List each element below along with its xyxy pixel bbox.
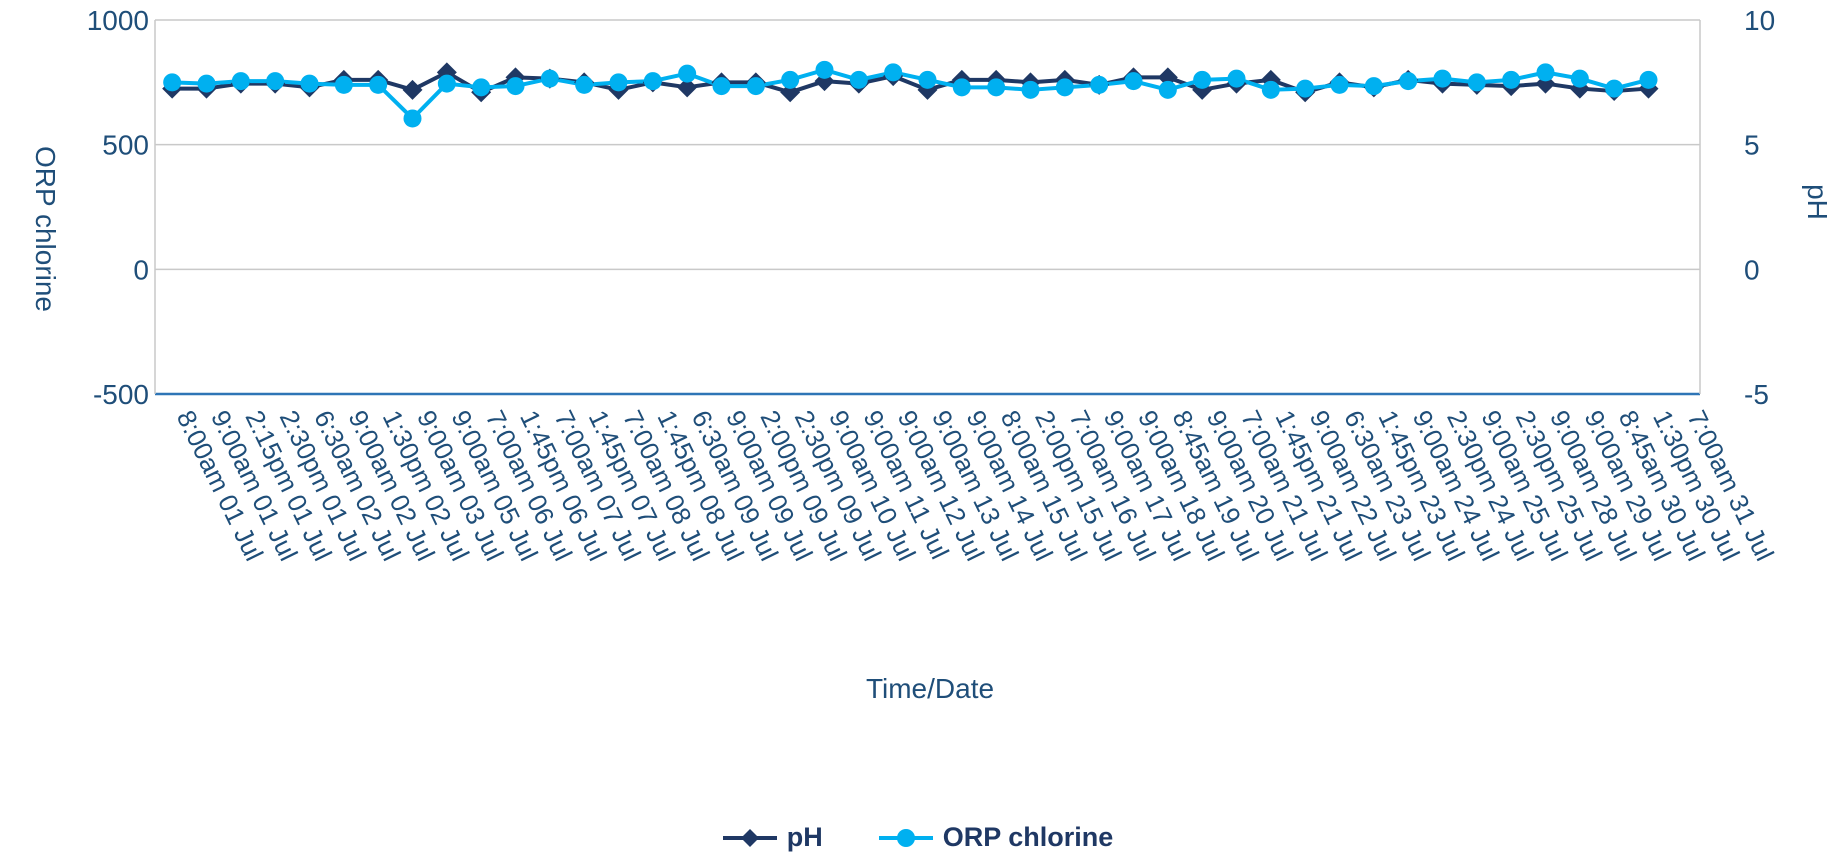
orp-point [506,77,525,96]
legend-label-ph: pH [786,822,823,852]
orp-point [1570,69,1589,88]
orp-point [781,70,800,89]
legend-label-orp: ORP chlorine [942,822,1114,852]
orp-point [746,77,765,96]
orp-point [1536,63,1555,82]
orp-point [1193,70,1212,89]
orp-point [334,75,353,94]
legend: pH ORP chlorine [0,822,1836,853]
orp-point [1364,77,1383,96]
diamond-marker-icon [722,828,777,847]
orp-point [609,73,628,92]
orp-point [575,75,594,94]
orp-point [1399,72,1418,91]
orp-point [266,72,285,91]
orp-point [849,70,868,89]
orp-point [231,72,250,91]
orp-point [437,74,456,93]
orp-point [643,72,662,91]
orp-point [1158,80,1177,99]
right-tick-label: -5 [1744,379,1769,410]
orp-point [300,74,319,93]
right-tick-label: 5 [1744,130,1760,161]
left-axis-ticks: 1000 500 0 -500 [87,5,149,410]
orp-point [1502,70,1521,89]
orp-point [1296,79,1315,98]
orp-point [884,63,903,82]
orp-point [1021,80,1040,99]
y-right-axis-title: pH [1802,184,1833,220]
orp-point [712,77,731,96]
orp-point [163,73,182,92]
orp-point [815,60,834,79]
legend-item-orp[interactable]: ORP chlorine [878,822,1114,853]
x-axis-title: Time/Date [866,673,994,704]
orp-point [1330,75,1349,94]
series-line-orp [172,67,1649,121]
orp-point [1261,80,1280,99]
orp-point [197,74,216,93]
orp-point [1055,78,1074,97]
orp-point [987,78,1006,97]
orp-point [678,64,697,83]
left-tick-label: -500 [93,379,149,410]
orp-point [1467,73,1486,92]
orp-point [472,78,491,97]
left-tick-label: 0 [133,254,149,285]
legend-item-ph[interactable]: pH [722,822,823,853]
y-left-axis-title: ORP chlorine [30,146,61,312]
orp-point [952,78,971,97]
orp-point [403,109,422,128]
right-axis-ticks: 10 5 0 -5 [1744,5,1775,410]
orp-point [1227,69,1246,88]
orp-point [1124,72,1143,91]
left-tick-label: 1000 [87,5,149,36]
orp-point [1605,79,1624,98]
series-layer [162,60,1659,128]
ph-point [677,77,698,98]
right-tick-label: 10 [1744,5,1775,36]
orp-point [1639,70,1658,89]
orp-point [1433,69,1452,88]
gridlines [154,19,1701,396]
ph-point [402,79,423,100]
orp-point [918,70,937,89]
right-tick-label: 0 [1744,254,1760,285]
circle-marker-icon [878,828,933,847]
left-tick-label: 500 [102,130,149,161]
orp-point [369,75,388,94]
orp-point [540,69,559,88]
orp-point [1090,75,1109,94]
